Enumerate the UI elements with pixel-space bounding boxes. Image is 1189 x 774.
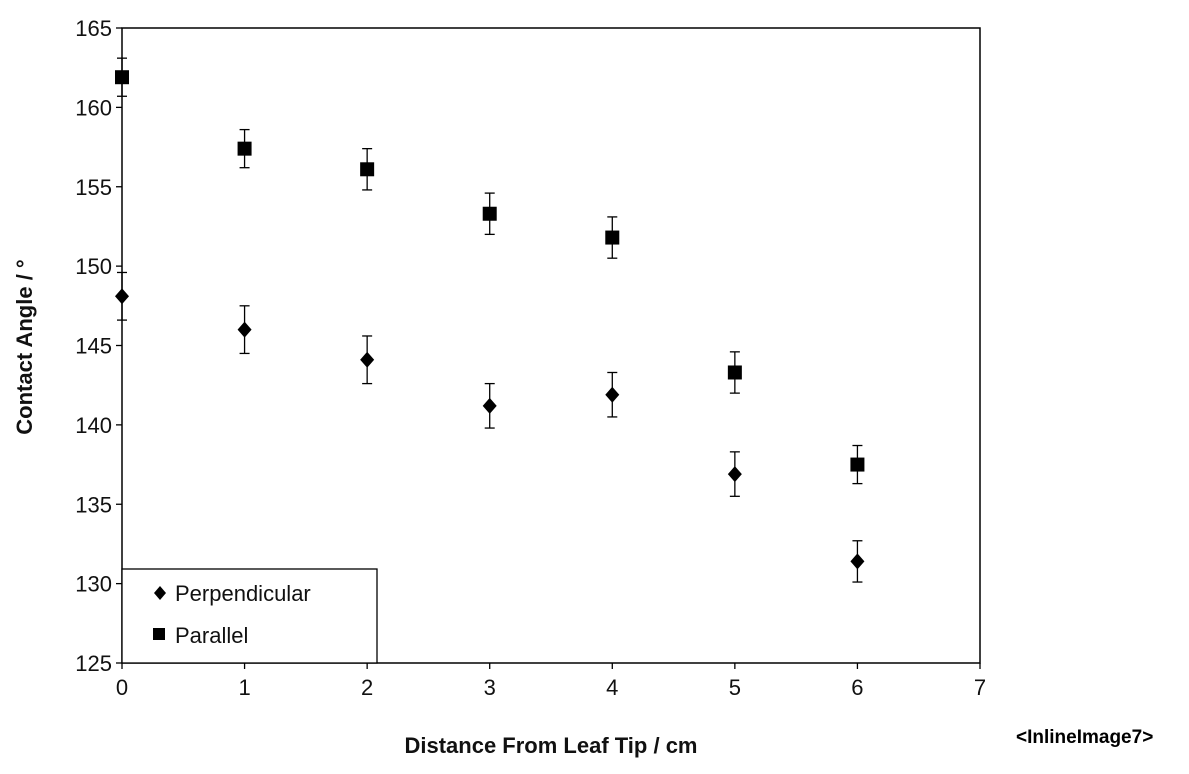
y-axis-title-group: Contact Angle / ° xyxy=(12,259,37,434)
perpendicular-point xyxy=(605,371,620,418)
parallel-point xyxy=(482,192,497,236)
parallel-marker xyxy=(360,162,375,177)
parallel-point xyxy=(360,147,375,191)
y-tick-label: 130 xyxy=(75,572,112,597)
x-axis: 0 1 2 3 4 5 6 7 xyxy=(116,663,986,700)
perpendicular-point xyxy=(727,451,742,497)
y-tick-label: 145 xyxy=(75,334,112,359)
y-tick-label: 125 xyxy=(75,651,112,676)
x-tick-label: 3 xyxy=(484,675,496,700)
parallel-point xyxy=(727,351,742,394)
y-tick-label: 155 xyxy=(75,175,112,200)
perpendicular-marker xyxy=(237,321,252,338)
perpendicular-point xyxy=(850,540,865,583)
x-tick-label: 7 xyxy=(974,675,986,700)
perpendicular-point xyxy=(115,271,129,321)
data-points xyxy=(115,57,865,583)
legend-parallel-marker xyxy=(153,628,165,640)
x-tick-label: 0 xyxy=(116,675,128,700)
plot-area-frame xyxy=(121,27,981,664)
legend-perpendicular-marker xyxy=(154,586,166,600)
legend-box xyxy=(121,568,378,664)
perpendicular-marker xyxy=(727,466,742,483)
y-tick-label: 135 xyxy=(75,492,112,517)
perpendicular-marker xyxy=(605,386,620,403)
legend-parallel-label: Parallel xyxy=(175,623,248,648)
parallel-marker xyxy=(115,70,129,85)
y-tick-label: 150 xyxy=(75,254,112,279)
perpendicular-marker xyxy=(850,553,865,570)
perpendicular-point xyxy=(360,335,375,385)
y-axis: 125 130 135 140 145 150 155 160 165 xyxy=(75,16,122,676)
y-tick-label: 140 xyxy=(75,413,112,438)
parallel-point xyxy=(237,128,252,169)
parallel-marker xyxy=(605,230,620,245)
x-tick-label: 1 xyxy=(238,675,250,700)
parallel-marker xyxy=(850,457,865,472)
parallel-marker xyxy=(237,141,252,156)
x-tick-label: 2 xyxy=(361,675,373,700)
legend-perpendicular-label: Perpendicular xyxy=(175,581,311,606)
parallel-marker xyxy=(482,206,497,221)
parallel-marker xyxy=(727,365,742,380)
perpendicular-marker xyxy=(360,351,375,368)
perpendicular-marker xyxy=(115,288,129,305)
x-tick-label: 5 xyxy=(729,675,741,700)
y-axis-title: Contact Angle / ° xyxy=(12,259,37,434)
perpendicular-point xyxy=(482,382,497,429)
y-tick-label: 165 xyxy=(75,16,112,41)
x-tick-label: 4 xyxy=(606,675,618,700)
x-axis-title: Distance From Leaf Tip / cm xyxy=(404,733,697,758)
x-tick-label: 6 xyxy=(851,675,863,700)
perpendicular-point xyxy=(237,305,252,355)
parallel-point xyxy=(850,444,865,485)
perpendicular-marker xyxy=(482,397,497,414)
legend: Perpendicular Parallel xyxy=(121,568,378,664)
inline-image-caption: <InlineImage7> xyxy=(1016,727,1154,748)
parallel-point xyxy=(115,57,129,97)
y-tick-label: 160 xyxy=(75,95,112,120)
parallel-point xyxy=(605,216,620,259)
